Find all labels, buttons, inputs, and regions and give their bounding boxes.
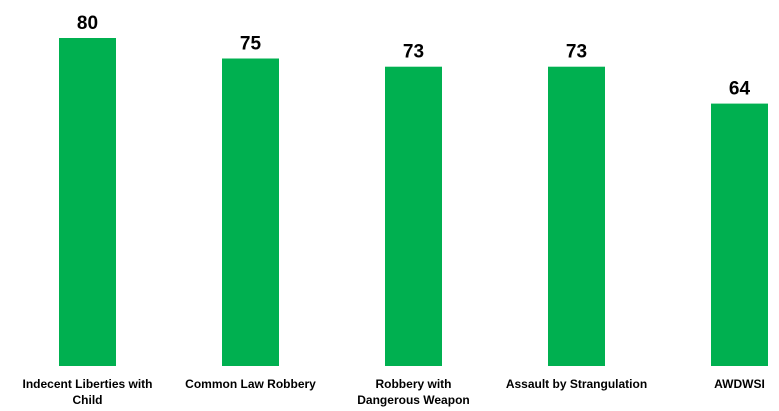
category-labels-layer: Indecent Liberties with Child Common Law R… (22, 377, 764, 407)
value-label-3: 73 (403, 42, 424, 63)
category-label-line: AWDWSI (714, 377, 765, 391)
category-label-4: Assault by Strangulation (506, 377, 647, 391)
bar-1 (59, 38, 116, 366)
bars-layer (59, 38, 768, 366)
category-label-line: Assault by Strangulation (506, 377, 647, 391)
bar-4 (548, 67, 605, 366)
category-label-line: Child (73, 393, 103, 407)
category-label-line: Dangerous Weapon (357, 393, 469, 407)
category-label-2: Common Law Robbery (185, 377, 316, 391)
category-label-line: Robbery with (375, 377, 451, 391)
bar-3 (385, 67, 442, 366)
value-label-4: 73 (566, 42, 587, 63)
category-label-5: AWDWSI (714, 377, 765, 391)
category-label-line: Indecent Liberties with (22, 377, 152, 391)
value-label-1: 80 (77, 13, 98, 34)
value-label-5: 64 (729, 79, 751, 100)
category-label-3: Robbery with Dangerous Weapon (357, 377, 469, 407)
category-label-line: Common Law Robbery (185, 377, 316, 391)
value-label-2: 75 (240, 34, 262, 55)
bar-5 (711, 104, 768, 366)
category-label-1: Indecent Liberties with Child (22, 377, 152, 407)
bar-2 (222, 59, 279, 367)
